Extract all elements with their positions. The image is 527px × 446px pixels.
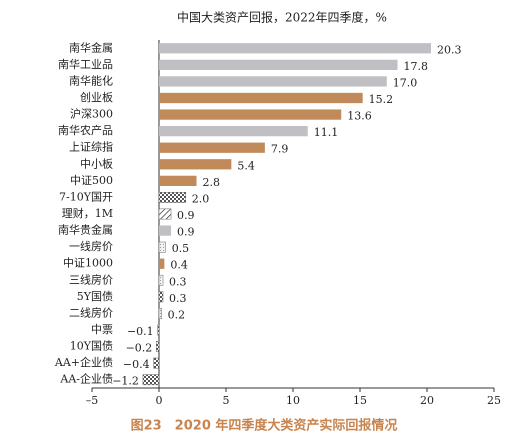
category-label: 中证500 [70,174,113,187]
bar [159,258,165,269]
bar [142,374,160,386]
value-label: 13.6 [347,110,372,123]
x-tick-label: 10 [286,394,300,407]
value-label: −0.1 [127,325,154,338]
x-tick-label: 0 [156,394,163,407]
value-label: 0.5 [172,242,190,255]
category-label: 中证1000 [63,257,113,270]
x-tick-label: 15 [353,394,367,407]
category-label: AA-企业债 [59,372,113,386]
category-label: 南华贵金属 [58,223,113,237]
category-label: 南华能化 [69,73,113,87]
value-label: 5.4 [237,159,255,172]
bar [157,324,160,336]
category-label: 上证综指 [69,140,113,154]
value-label: −0.4 [123,358,150,371]
x-tick-label: 25 [487,394,501,407]
value-label: 7.9 [271,143,289,156]
value-label: 0.3 [169,292,187,305]
bar [159,142,265,153]
value-label: 0.4 [170,259,188,272]
bar [159,76,387,87]
category-label: 5Y国债 [77,289,113,303]
value-label: 11.1 [314,126,339,139]
category-label: AA+企业债 [54,355,113,369]
bar [159,126,308,137]
bar [159,109,342,120]
category-label: 中小板 [80,156,113,170]
value-label: 20.3 [437,43,462,56]
bar [158,291,164,303]
category-label: 中票 [91,323,113,336]
category-label: 南华工业品 [58,57,113,71]
value-label: 2.8 [203,176,221,189]
bar [159,175,197,186]
bar [159,225,172,236]
value-label: 17.8 [404,60,429,73]
bar [159,43,432,54]
value-label: 15.2 [369,93,394,106]
x-tick-label: 5 [223,394,230,407]
bar [158,241,166,253]
category-label: 一线房价 [69,239,113,253]
bar [156,341,160,352]
bar [158,308,162,319]
category-label: 三线房价 [69,272,113,286]
bar [158,274,164,286]
bar [159,159,232,170]
bar [153,357,160,369]
value-label: 0.2 [168,308,186,321]
value-label: 0.3 [169,275,187,288]
bar [158,192,187,203]
chart-title: 中国大类资产回报，2022年四季度，% [177,10,387,25]
value-label: 0.9 [177,209,195,222]
bar [159,92,363,104]
value-label: 17.0 [393,76,418,89]
bar [158,208,172,220]
category-label: 南华农产品 [58,123,113,137]
category-label: 10Y国债 [70,339,113,353]
value-label: 0.9 [177,226,195,239]
category-label: 理财，1M [62,206,113,220]
value-label: −1.2 [112,375,139,388]
value-label: −0.2 [126,342,153,355]
category-label: 二线房价 [69,305,113,319]
caption: 图23 2020 年四季度大类资产实际回报情况 [131,418,398,434]
x-tick-label: 20 [420,394,434,407]
category-label: 南华金属 [69,40,113,54]
category-label: 创业板 [80,90,113,104]
category-label: 7-10Y国开 [59,190,113,203]
x-tick-label: –5 [86,394,99,407]
bar [159,59,398,70]
value-label: 2.0 [192,192,210,205]
category-label: 沪深300 [70,107,113,121]
